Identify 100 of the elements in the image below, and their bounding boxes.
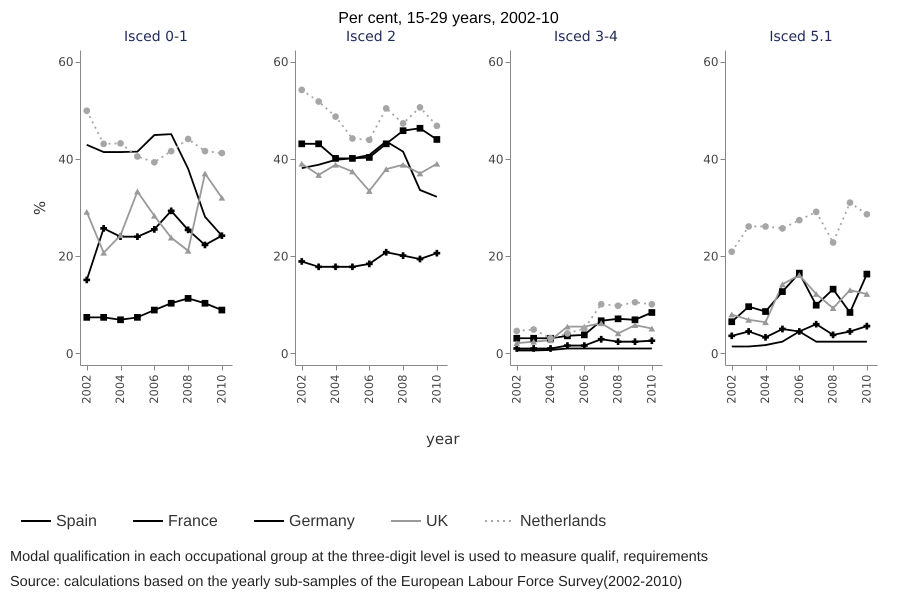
point xyxy=(168,208,175,214)
point xyxy=(349,155,356,162)
point xyxy=(150,158,158,166)
x-tick-label: 2010 xyxy=(859,374,874,404)
point xyxy=(614,302,622,310)
point xyxy=(332,155,339,162)
point xyxy=(184,136,192,142)
point xyxy=(846,287,854,294)
point xyxy=(382,166,390,172)
point xyxy=(315,98,322,105)
point xyxy=(728,332,736,340)
y-tick-label: 60 xyxy=(58,55,74,70)
point xyxy=(864,322,870,330)
point xyxy=(298,258,306,265)
text: Per cent, 15-29 years, 2002-10 xyxy=(338,10,559,27)
point xyxy=(218,232,226,240)
point xyxy=(812,320,820,328)
point xyxy=(864,291,870,297)
point xyxy=(864,270,870,278)
y-tick-label: 60 xyxy=(273,55,288,70)
point xyxy=(382,248,390,256)
point xyxy=(745,316,752,323)
y-tick-label: 20 xyxy=(488,250,504,264)
point xyxy=(382,140,390,148)
legend-label: UK xyxy=(426,513,449,530)
x-tick-label: 2006 xyxy=(792,374,806,404)
point xyxy=(614,338,622,346)
point xyxy=(614,330,622,336)
point xyxy=(547,345,554,352)
point xyxy=(632,322,638,328)
point xyxy=(530,345,537,352)
x-tick-label: 2002 xyxy=(724,374,738,404)
point xyxy=(117,140,124,147)
x-tick-label: 2004 xyxy=(543,374,558,404)
point xyxy=(100,250,107,256)
point xyxy=(564,330,571,337)
point xyxy=(100,140,107,148)
y-tick-label: 60 xyxy=(488,55,504,70)
point xyxy=(796,328,803,335)
point xyxy=(416,256,424,262)
chart-title: Isced 0-1 xyxy=(124,29,188,45)
point xyxy=(349,168,356,174)
point xyxy=(648,309,656,316)
point xyxy=(846,309,854,316)
point xyxy=(745,303,752,310)
point xyxy=(728,318,736,326)
point xyxy=(728,312,736,318)
point xyxy=(632,338,638,346)
chart-title: Isced 5.1 xyxy=(769,29,833,45)
x-tick-label: 2006 xyxy=(362,374,376,404)
point xyxy=(134,314,141,321)
point xyxy=(83,276,90,284)
point xyxy=(134,153,141,160)
point xyxy=(632,316,638,324)
x-tick-label: 2004 xyxy=(758,374,772,404)
point xyxy=(632,298,638,306)
point xyxy=(830,286,836,293)
point xyxy=(648,300,656,308)
point xyxy=(202,170,208,176)
x-tick-label: 2002 xyxy=(294,374,308,404)
point xyxy=(434,160,440,167)
point xyxy=(416,124,424,132)
point xyxy=(530,326,537,333)
point xyxy=(400,252,406,259)
point xyxy=(298,140,306,148)
point xyxy=(184,226,192,234)
point xyxy=(416,104,424,111)
x-tick-label: 2008 xyxy=(396,374,410,404)
point xyxy=(150,212,158,219)
x-tick-label: 2008 xyxy=(610,374,625,404)
point xyxy=(434,136,440,143)
point xyxy=(315,172,322,178)
y-tick-label: 0 xyxy=(710,346,718,361)
point xyxy=(332,162,339,168)
y-tick-label: 20 xyxy=(703,250,718,264)
point xyxy=(100,314,107,321)
point xyxy=(728,248,736,256)
point xyxy=(513,340,520,346)
point xyxy=(513,334,520,342)
point xyxy=(298,86,306,94)
point xyxy=(366,188,373,194)
x-tick-label: 2010 xyxy=(214,374,228,404)
point xyxy=(830,239,836,246)
point xyxy=(614,315,622,322)
point xyxy=(762,223,769,230)
point xyxy=(150,306,158,314)
point xyxy=(298,160,306,167)
point xyxy=(100,225,107,232)
y-tick-label: 40 xyxy=(703,152,718,166)
x-tick-label: 2010 xyxy=(644,374,658,404)
point xyxy=(564,342,571,349)
point xyxy=(400,162,406,168)
point xyxy=(83,314,90,321)
point xyxy=(796,272,803,278)
point xyxy=(779,326,786,332)
point xyxy=(218,306,226,314)
point xyxy=(812,302,820,309)
y-tick-label: 0 xyxy=(280,346,288,361)
point xyxy=(184,248,192,254)
point xyxy=(745,328,752,335)
